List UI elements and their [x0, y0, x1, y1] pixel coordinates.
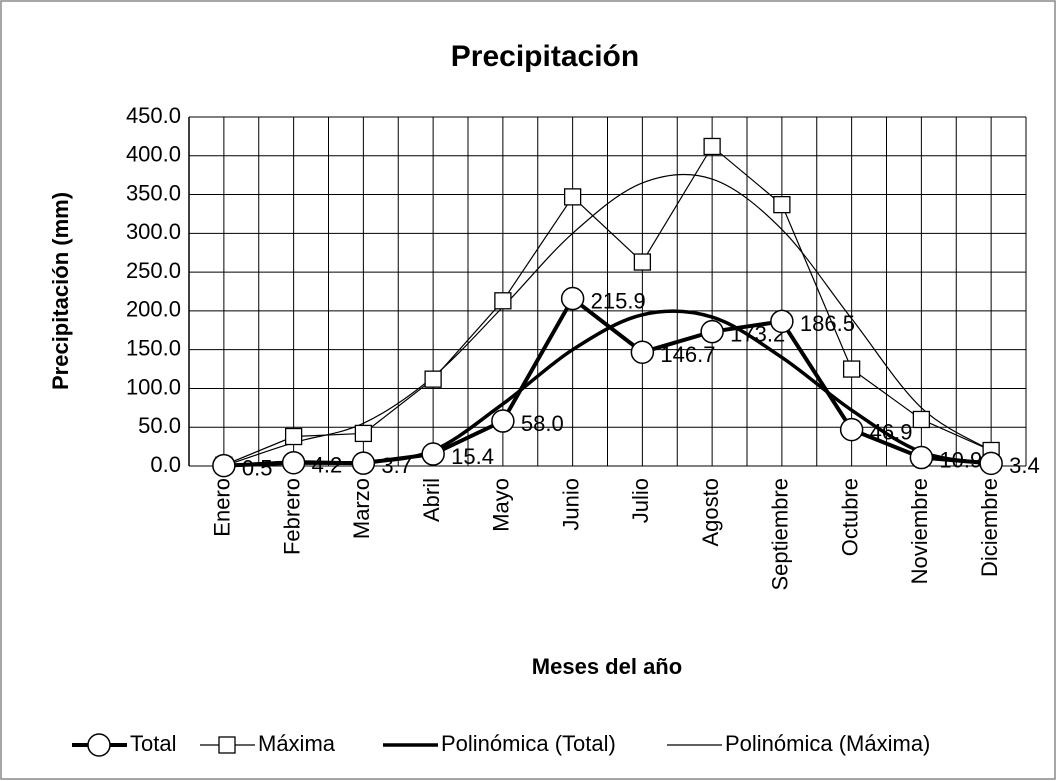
- data-point: [912, 410, 931, 429]
- legend-label: Máxima: [258, 731, 336, 756]
- y-tick-label: 350.0: [126, 180, 181, 205]
- series-line: [223, 145, 992, 466]
- y-axis-title: Precipitación (mm): [48, 192, 73, 390]
- data-label: 46.9: [870, 419, 913, 444]
- data-label: 146.7: [660, 342, 715, 367]
- legend-label: Total: [130, 731, 176, 756]
- data-point: [839, 417, 864, 442]
- data-point: [909, 445, 934, 470]
- y-tick-label: 150.0: [126, 335, 181, 360]
- data-point: [633, 253, 652, 271]
- data-point: [630, 340, 655, 364]
- legend-label: Polinómica (Total): [441, 731, 616, 756]
- x-tick-label: Febrero: [279, 478, 304, 555]
- data-label: 4.2: [312, 453, 343, 478]
- x-tick-label: Mayo: [489, 478, 514, 532]
- y-tick-label: 0.0: [150, 452, 181, 477]
- x-tick-label: Abril: [419, 478, 444, 522]
- legend-marker: [218, 736, 236, 754]
- series-line: [223, 173, 992, 467]
- data-point: [424, 370, 442, 388]
- data-point: [773, 195, 791, 214]
- data-point: [770, 309, 794, 334]
- data-label: 58.0: [521, 411, 564, 436]
- data-label: 215.9: [591, 288, 646, 313]
- data-point: [421, 442, 445, 466]
- x-tick-label: Noviembre: [907, 478, 932, 584]
- x-tick-label: Septiembre: [768, 478, 793, 591]
- data-point: [842, 360, 861, 378]
- y-tick-label: 200.0: [126, 297, 181, 322]
- data-point: [212, 453, 236, 478]
- data-point: [979, 451, 1003, 476]
- data-point: [560, 286, 585, 311]
- data-point: [494, 292, 512, 310]
- data-label: 15.4: [451, 444, 494, 469]
- legend-label: Polinómica (Máxima): [725, 731, 930, 756]
- y-tick-label: 400.0: [126, 142, 181, 167]
- data-point: [703, 137, 721, 156]
- y-tick-label: 50.0: [138, 413, 181, 438]
- data-point: [351, 451, 376, 475]
- data-label: 10.9: [939, 447, 982, 472]
- y-tick-label: 450.0: [126, 103, 181, 128]
- chart-title: Precipitación: [451, 40, 639, 73]
- x-tick-label: Agosto: [698, 478, 723, 547]
- legend-marker: [87, 733, 111, 757]
- x-tick-label: Octubre: [837, 478, 862, 556]
- data-point: [700, 319, 724, 344]
- data-point: [354, 424, 373, 443]
- data-label: 3.4: [1009, 453, 1040, 478]
- data-point: [563, 188, 582, 206]
- y-tick-label: 300.0: [126, 219, 181, 244]
- y-tick-label: 100.0: [126, 374, 181, 399]
- data-label: 186.5: [800, 311, 855, 336]
- data-point: [281, 450, 306, 475]
- data-point: [491, 409, 515, 433]
- x-tick-label: Marzo: [349, 478, 374, 539]
- x-axis-title: Meses del año: [532, 654, 682, 679]
- data-label: 3.7: [381, 453, 412, 478]
- x-tick-label: Diciembre: [977, 478, 1002, 577]
- x-tick-label: Julio: [628, 478, 653, 523]
- x-tick-label: Junio: [558, 478, 583, 531]
- x-tick-label: Enero: [210, 478, 235, 537]
- y-tick-label: 250.0: [126, 258, 181, 283]
- data-point: [284, 427, 303, 446]
- data-label: 0.5: [242, 455, 273, 480]
